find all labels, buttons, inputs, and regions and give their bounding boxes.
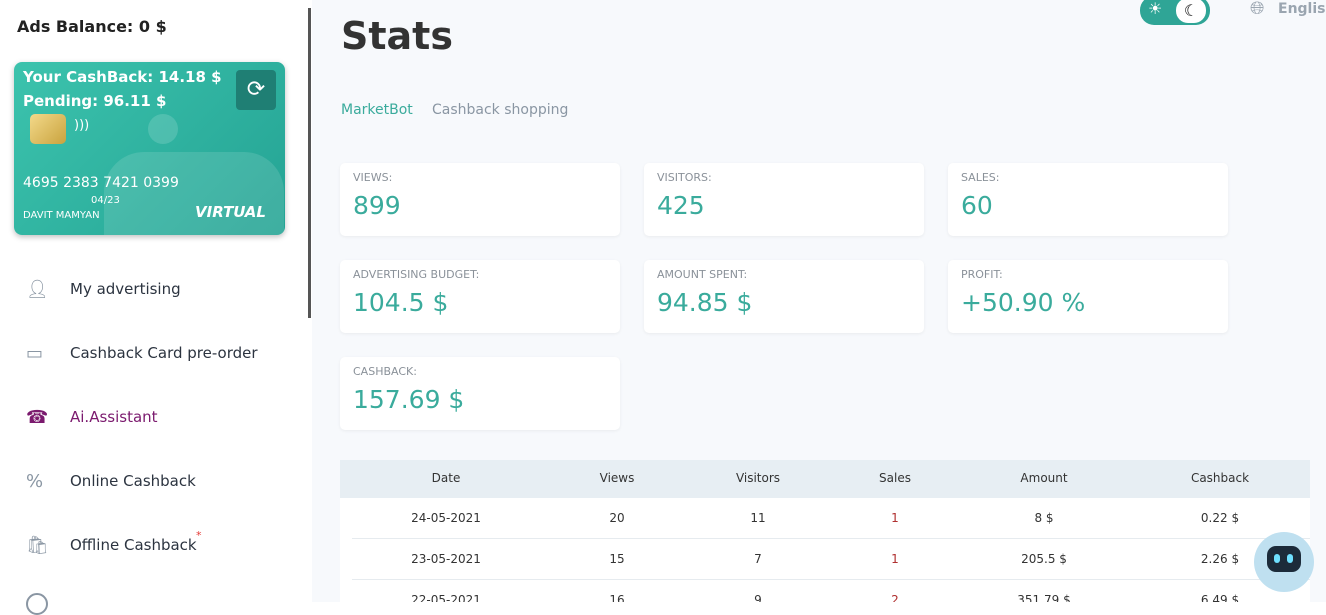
table-cell: 7	[754, 552, 762, 566]
table-cell: 1	[891, 552, 899, 566]
stat-label: VIEWS:	[353, 171, 393, 184]
nav-item[interactable]: Ai.Assistant	[70, 408, 158, 426]
table-cell: 1	[891, 511, 899, 525]
stat-value: +50.90 %	[961, 288, 1086, 317]
stat-card: VIEWS: 899	[340, 163, 620, 236]
table-cell: 8 $	[1034, 511, 1054, 525]
stat-card: VISITORS: 425	[644, 163, 924, 236]
assistant-bot[interactable]	[1254, 532, 1314, 592]
column-header: Date	[431, 471, 461, 485]
table-cell: 351.79 $	[1017, 593, 1071, 602]
table-cell: 24-05-2021	[411, 511, 481, 525]
balance: Ads Balance: 0 $	[17, 17, 167, 36]
nav-item[interactable]: Online Cashback	[70, 472, 196, 490]
nav-icon: 🛍︎	[26, 535, 49, 556]
card-cashback: Your CashBack: 14.18 $	[23, 68, 222, 86]
table-cell: 15	[609, 552, 625, 566]
card-pending: Pending: 96.11 $	[23, 92, 167, 110]
scrollbar	[308, 8, 311, 318]
chip	[30, 114, 66, 144]
card-brand: VIRTUAL	[195, 203, 266, 221]
refresh-button[interactable]: ⟳	[236, 70, 276, 110]
nav-icon: ☎︎	[26, 407, 49, 428]
stat-label: PROFIT:	[961, 268, 1003, 281]
stat-value: 425	[657, 191, 705, 220]
column-header: Visitors	[735, 471, 781, 485]
page: Ads Balance: 0 $ Your CashBack: 14.18 $ …	[14, 0, 1326, 615]
stat-value: 899	[353, 191, 401, 220]
nav-icon	[26, 593, 48, 615]
column-header: Sales	[879, 471, 911, 485]
column-header: Cashback	[1190, 471, 1250, 485]
stat-label: SALES:	[961, 171, 1000, 184]
column-header: Amount	[1020, 471, 1068, 485]
tab[interactable]: Cashback shopping	[432, 102, 569, 118]
nav-item[interactable]: Cashback Card pre-order	[70, 344, 258, 362]
stat-card: CASHBACK: 157.69 $	[340, 357, 620, 430]
language[interactable]: English	[1278, 1, 1326, 17]
stat-label: ADVERTISING BUDGET:	[353, 268, 480, 281]
table-cell: 9	[754, 593, 762, 602]
main: Stats ☾ ☀ 🌐︎ English MarketBot Cashback s…	[312, 0, 1326, 602]
card-expiry: 04/23	[91, 195, 120, 206]
nav-icon: ▭	[26, 343, 44, 364]
stat-card: AMOUNT SPENT: 94.85 $	[644, 260, 924, 333]
table-cell: 2	[891, 593, 899, 602]
stat-value: 157.69 $	[353, 385, 465, 414]
table-cell: 11	[750, 511, 766, 525]
table-header	[340, 460, 1310, 498]
nav-item[interactable]: Offline Cashback	[70, 536, 197, 554]
card-holder: DAVIT MAMYAN	[23, 210, 100, 221]
nav-badge: *	[196, 529, 202, 542]
theme-toggle[interactable]: ☾ ☀	[1140, 0, 1210, 25]
row-divider	[352, 538, 1310, 539]
table-cell: 22-05-2021	[411, 593, 481, 602]
stat-label: CASHBACK:	[353, 365, 417, 378]
nav-item[interactable]: My advertising	[70, 280, 181, 298]
table-cell: 205.5 $	[1021, 552, 1067, 566]
cashback-card: Your CashBack: 14.18 $ Pending: 96.11 $ …	[14, 62, 285, 235]
nav-icon: 👤︎	[26, 279, 49, 300]
stat-label: AMOUNT SPENT:	[657, 268, 748, 281]
tab[interactable]: MarketBot	[341, 102, 413, 118]
table-cell: 2.26 $	[1200, 552, 1240, 566]
table-cell: 23-05-2021	[411, 552, 481, 566]
stat-label: VISITORS:	[657, 171, 712, 184]
table-cell: 20	[609, 511, 625, 525]
table-cell: 0.22 $	[1200, 511, 1240, 525]
page-title: Stats	[341, 14, 453, 58]
table: Date Views Visitors Sales Amount Cashback 24-0…	[340, 460, 1310, 602]
nav-icon: %	[26, 471, 44, 492]
stat-value: 94.85 $	[657, 288, 753, 317]
column-header: Views	[599, 471, 635, 485]
table-cell: 6.49 $	[1200, 593, 1240, 602]
stat-card: SALES: 60	[948, 163, 1228, 236]
card-number: 4695 2383 7421 0399	[23, 175, 179, 191]
stat-value: 60	[961, 191, 993, 220]
table-cell: 16	[609, 593, 625, 602]
stat-card: PROFIT: +50.90 %	[948, 260, 1228, 333]
stat-value: 104.5 $	[353, 288, 449, 317]
row-divider	[352, 579, 1310, 580]
globe-icon: 🌐︎	[1250, 0, 1265, 19]
stat-card: ADVERTISING BUDGET: 104.5 $	[340, 260, 620, 333]
